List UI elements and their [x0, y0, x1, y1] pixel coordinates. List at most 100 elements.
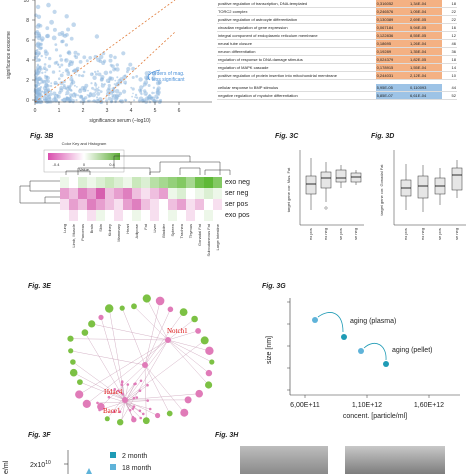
go-term-table: positive regulation of transcription, DN…: [217, 0, 457, 100]
network-node: [81, 329, 89, 336]
table-cell: 2,12E-04: [408, 71, 443, 80]
network-node: [195, 328, 202, 334]
scatter-point: [39, 97, 42, 101]
network-node: [146, 383, 149, 387]
table-row: neuron differentiation 0,19289 1,35E-04 36: [217, 47, 457, 56]
network-node: [131, 303, 137, 310]
scatter-points: [33, 2, 163, 105]
heatmap-cell: [177, 177, 186, 188]
y-axis-label: target gene cor. Mus. Fat: [286, 167, 291, 212]
heatmap-cell: [123, 210, 132, 221]
scatter-point: [113, 83, 116, 86]
x-tick-label: 1,60E+12: [414, 402, 444, 409]
network-node: [209, 359, 215, 365]
heatmap-cell: [123, 177, 132, 188]
heatmap-cell: [186, 177, 195, 188]
table-cell: 0,110093: [408, 84, 443, 92]
key-tick: -0.4: [53, 162, 61, 167]
scatter-point: [132, 92, 134, 95]
network-node: [138, 389, 142, 392]
table-row: positive regulation of transcription, DN…: [217, 0, 457, 8]
scatter-point: [36, 14, 42, 19]
box-se-pos: [335, 165, 347, 188]
scatter-point: [53, 82, 57, 86]
box-se-neg: [350, 170, 362, 185]
heatmap-col-label: Pancreas: [80, 224, 85, 241]
scatter-point: [131, 76, 135, 79]
scatter-point: [107, 83, 111, 88]
category-label: se neg: [454, 228, 459, 240]
scatter-point: [116, 76, 119, 79]
scatter-point: [49, 19, 54, 25]
scatter-point: [48, 56, 52, 61]
scatter-point: [110, 97, 114, 101]
scatter-point: [107, 96, 112, 101]
heatmap-col-label: Subcutaneous Fat: [206, 223, 211, 256]
network-node: [139, 379, 143, 383]
category-label: se pos: [338, 228, 343, 240]
table-cell: 44: [442, 84, 457, 92]
scatter-point: [96, 96, 99, 99]
table-cell: 1,05E-04: [408, 7, 443, 16]
scatter-point: [107, 86, 111, 91]
network-node: [142, 294, 151, 303]
heatmap-cell: [96, 210, 105, 221]
table-row: positive regulation of astrocyte differe…: [217, 15, 457, 24]
scatter-point: [35, 77, 38, 79]
pellet-arrow: [363, 343, 387, 361]
scatter-point: [42, 79, 46, 84]
heatmap-col-label: Heart: [125, 223, 130, 234]
heatmap-cell: [114, 188, 123, 199]
scatter-point: [154, 94, 159, 99]
heatmap-cell: [213, 210, 222, 221]
scatter-point: [41, 71, 44, 75]
y-tick-label: 2x1010: [30, 460, 51, 469]
table-cell: 46: [442, 39, 457, 48]
scatter-point: [93, 88, 96, 91]
network-node: [104, 416, 110, 422]
box-ex-neg: [320, 162, 332, 210]
scatter-point: [37, 45, 41, 49]
table-cell: 5,95E-05: [375, 84, 409, 92]
heatmap-cell: [195, 210, 204, 221]
fig-3b-label: Fig. 3B: [30, 133, 54, 140]
table-cell: 18: [442, 55, 457, 64]
heatmap-cell: [141, 188, 150, 199]
scatter-point: [82, 86, 87, 91]
scatter-point: [35, 90, 39, 95]
scatter-point: [77, 94, 80, 97]
table-cell: 0,316052: [375, 0, 409, 8]
category-label: ex pos: [403, 228, 408, 240]
network-node: [97, 402, 105, 411]
network-hub: [122, 397, 128, 403]
scatter-point: [56, 94, 59, 97]
y-axis-label: significance exosome: [6, 31, 12, 79]
scatter-point: [108, 58, 113, 63]
scatter-point: [91, 92, 96, 98]
table-cell: 18: [442, 0, 457, 8]
scatter-point: [112, 87, 115, 90]
row-dendrogram: [19, 180, 60, 204]
scatter-point: [38, 42, 42, 46]
scatter-point: [71, 70, 74, 73]
network-node: [77, 379, 83, 385]
scatter-point: [92, 75, 97, 81]
scatter-point: [64, 14, 69, 19]
scatter-point: [39, 82, 42, 85]
heatmap-cell: [177, 199, 186, 210]
scatter-point: [78, 94, 83, 99]
network-node: [117, 419, 124, 426]
scatter-point: [66, 27, 71, 32]
scatter-point: [82, 70, 86, 74]
fig-3f-label: Fig. 3F: [28, 432, 51, 439]
scatter-point: [44, 85, 48, 89]
scatter-point: [76, 52, 80, 56]
heatmap-cell: [150, 199, 159, 210]
table-cell: positive regulation of astrocyte differe…: [217, 15, 376, 24]
fig-3g-scatter: 6,00E+11 1,10E+12 1,60E+12 size [nm] conce…: [266, 298, 460, 420]
network-node: [67, 335, 74, 342]
x-tick-label: 5: [154, 108, 157, 114]
heatmap-cell: [213, 199, 222, 210]
scatter-point: [111, 64, 115, 69]
scatter-point: [95, 86, 97, 88]
